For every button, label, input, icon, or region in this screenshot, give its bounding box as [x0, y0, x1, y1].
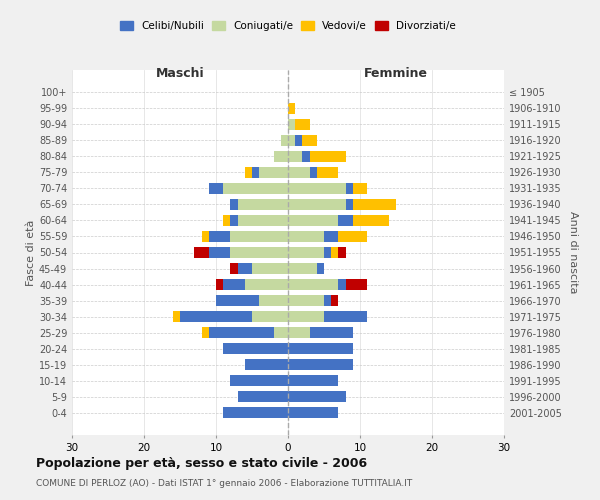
Bar: [274, 150, 288, 162]
Bar: [288, 182, 346, 194]
Bar: [180, 311, 252, 322]
Bar: [230, 230, 288, 242]
Bar: [230, 246, 288, 258]
Bar: [288, 230, 324, 242]
Bar: [209, 327, 274, 338]
Bar: [238, 198, 288, 210]
Bar: [252, 262, 288, 274]
Bar: [346, 279, 367, 290]
Bar: [223, 182, 288, 194]
Y-axis label: Fasce di età: Fasce di età: [26, 220, 36, 286]
Bar: [238, 214, 288, 226]
Bar: [223, 279, 245, 290]
Bar: [288, 150, 302, 162]
Bar: [317, 262, 324, 274]
Bar: [295, 134, 302, 146]
Bar: [202, 230, 209, 242]
Bar: [338, 230, 367, 242]
Bar: [288, 102, 295, 114]
Text: Maschi: Maschi: [155, 66, 205, 80]
Bar: [302, 150, 310, 162]
Bar: [288, 295, 324, 306]
Bar: [259, 166, 288, 178]
Bar: [288, 391, 346, 402]
Bar: [209, 246, 230, 258]
Bar: [324, 295, 331, 306]
Bar: [245, 166, 252, 178]
Bar: [324, 246, 331, 258]
Text: COMUNE DI PERLOZ (AO) - Dati ISTAT 1° gennaio 2006 - Elaborazione TUTTITALIA.IT: COMUNE DI PERLOZ (AO) - Dati ISTAT 1° ge…: [36, 479, 412, 488]
Bar: [245, 279, 288, 290]
Bar: [288, 279, 338, 290]
Text: Femmine: Femmine: [364, 66, 428, 80]
Bar: [230, 198, 238, 210]
Bar: [274, 327, 288, 338]
Bar: [310, 327, 353, 338]
Bar: [346, 198, 353, 210]
Bar: [288, 166, 310, 178]
Bar: [317, 166, 338, 178]
Bar: [230, 214, 238, 226]
Bar: [288, 311, 324, 322]
Bar: [223, 343, 288, 354]
Bar: [223, 214, 230, 226]
Bar: [353, 198, 396, 210]
Bar: [252, 166, 259, 178]
Bar: [288, 327, 310, 338]
Bar: [310, 166, 317, 178]
Bar: [259, 295, 288, 306]
Bar: [346, 182, 353, 194]
Bar: [216, 279, 223, 290]
Bar: [353, 214, 389, 226]
Bar: [216, 295, 259, 306]
Bar: [338, 214, 353, 226]
Bar: [281, 134, 288, 146]
Bar: [288, 246, 324, 258]
Bar: [310, 150, 346, 162]
Bar: [173, 311, 180, 322]
Bar: [202, 327, 209, 338]
Bar: [288, 214, 338, 226]
Bar: [245, 359, 288, 370]
Y-axis label: Anni di nascita: Anni di nascita: [568, 211, 578, 294]
Bar: [288, 375, 338, 386]
Bar: [288, 118, 295, 130]
Bar: [338, 246, 346, 258]
Legend: Celibi/Nubili, Coniugati/e, Vedovi/e, Divorziati/e: Celibi/Nubili, Coniugati/e, Vedovi/e, Di…: [116, 17, 460, 36]
Bar: [324, 230, 338, 242]
Bar: [288, 407, 338, 418]
Bar: [288, 343, 353, 354]
Bar: [331, 246, 338, 258]
Bar: [288, 198, 346, 210]
Bar: [324, 311, 367, 322]
Bar: [302, 134, 317, 146]
Bar: [288, 262, 317, 274]
Bar: [223, 407, 288, 418]
Bar: [288, 359, 353, 370]
Bar: [295, 118, 310, 130]
Bar: [230, 375, 288, 386]
Bar: [209, 230, 230, 242]
Bar: [331, 295, 338, 306]
Text: Popolazione per età, sesso e stato civile - 2006: Popolazione per età, sesso e stato civil…: [36, 458, 367, 470]
Bar: [238, 391, 288, 402]
Bar: [252, 311, 288, 322]
Bar: [338, 279, 346, 290]
Bar: [194, 246, 209, 258]
Bar: [288, 134, 295, 146]
Bar: [353, 182, 367, 194]
Bar: [238, 262, 252, 274]
Bar: [209, 182, 223, 194]
Bar: [230, 262, 238, 274]
